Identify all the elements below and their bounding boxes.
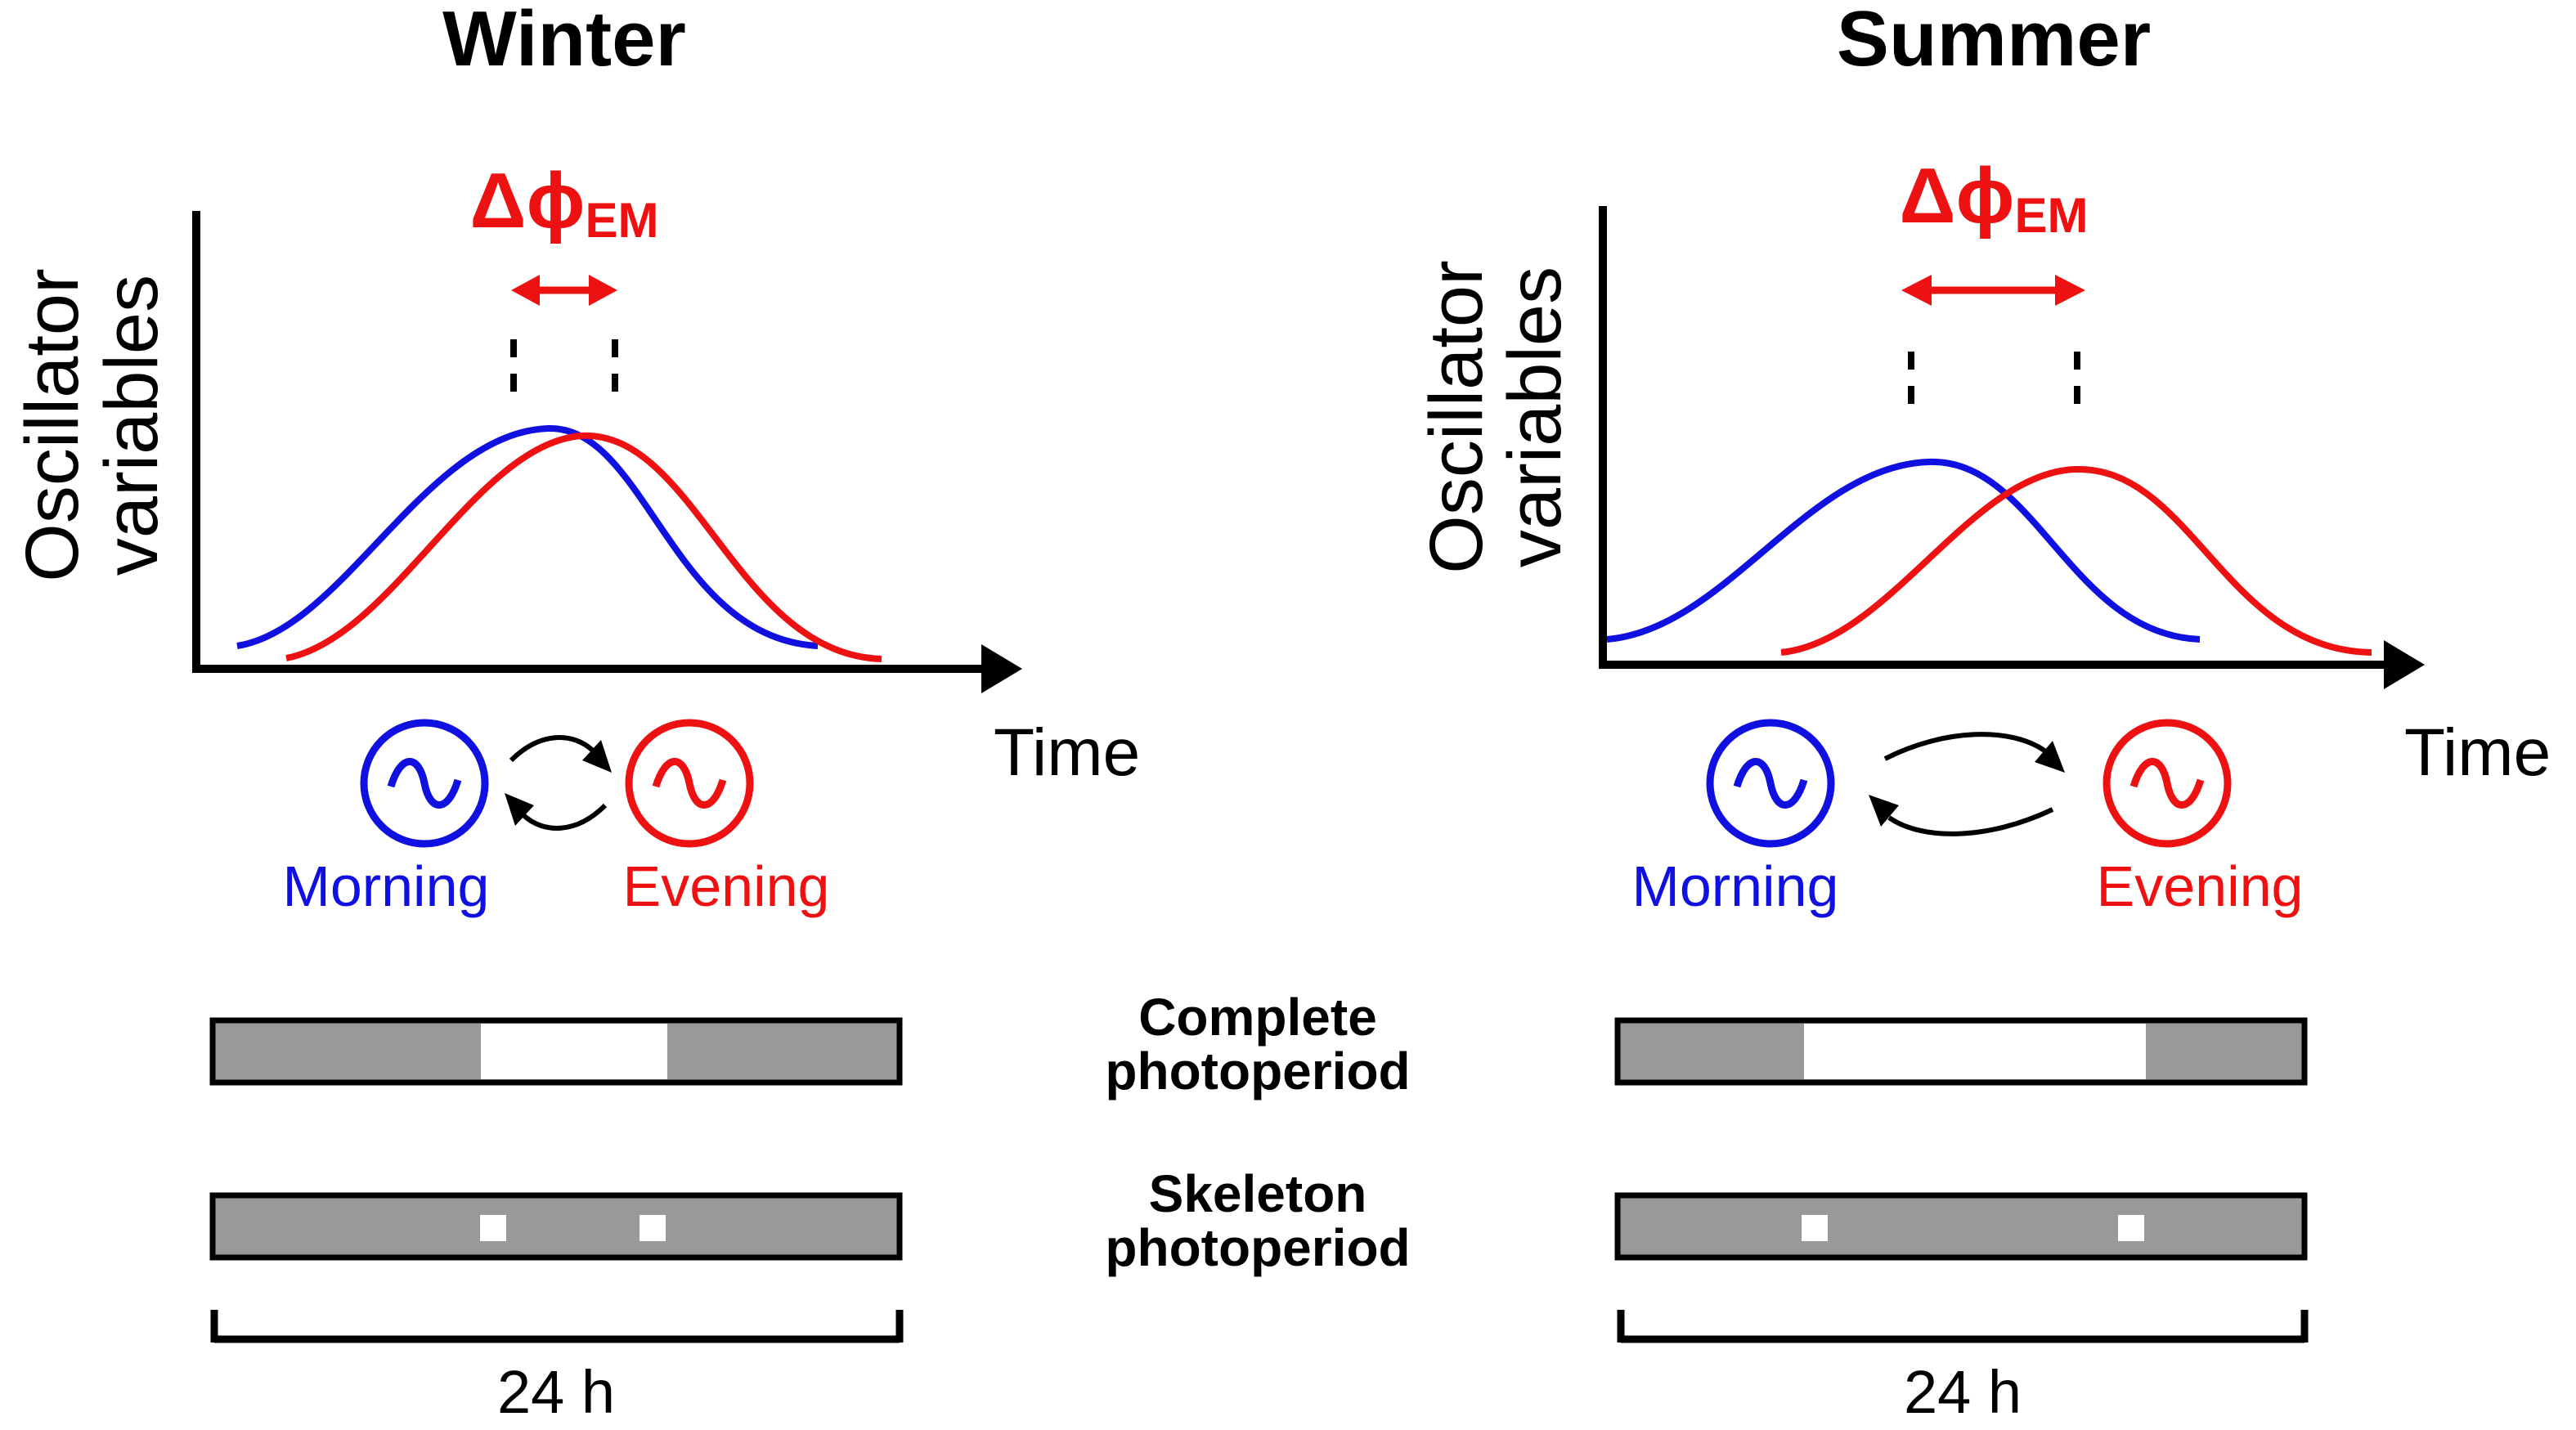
- complete-photoperiod-label-line1: Complete: [1138, 988, 1377, 1047]
- summer-light-period: [1804, 1024, 2146, 1079]
- skeleton-photoperiod-label-line2: photoperiod: [1105, 1218, 1410, 1277]
- winter-delta-subscript: EM: [585, 193, 658, 248]
- center-labels: Complete photoperiod Skeleton photoperio…: [1105, 988, 1410, 1277]
- summer-axes: [1599, 206, 2425, 689]
- summer-delta-symbol: Δϕ: [1900, 152, 2015, 240]
- summer-evening-label: Evening: [2097, 854, 2304, 918]
- summer-evening-oscillator-icon: [2103, 719, 2232, 848]
- summer-delta-subscript: EM: [2014, 188, 2088, 243]
- summer-skeleton-pulse-1: [1802, 1215, 1828, 1241]
- summer-x-axis-label: Time: [2404, 715, 2551, 790]
- winter-morning-label: Morning: [283, 854, 490, 918]
- summer-title: Summer: [1837, 0, 2151, 83]
- winter-delta-symbol: Δϕ: [470, 157, 586, 244]
- summer-delta-arrow: [1901, 275, 2085, 306]
- summer-y-axis-label-line1: Oscillator: [1415, 260, 1498, 573]
- winter-x-axis-label: Time: [994, 715, 1140, 790]
- winter-panel: Winter ΔϕEM Oscillator variables Time: [11, 0, 1140, 1426]
- morning-oscillator-icon: [360, 719, 489, 848]
- winter-y-axis-label-line2: variables: [90, 275, 173, 576]
- winter-y-axis-label-line1: Oscillator: [11, 268, 94, 581]
- evening-oscillator-icon: [625, 719, 754, 848]
- winter-delta-phi-label: ΔϕEM: [470, 157, 659, 248]
- summer-skeleton-pulse-2: [2118, 1215, 2144, 1241]
- winter-24h-scale-bar: [210, 1310, 904, 1343]
- summer-morning-oscillator-icon: [1706, 719, 1835, 848]
- winter-complete-photoperiod-bar: [209, 1017, 903, 1086]
- skeleton-photoperiod-label-line1: Skeleton: [1149, 1164, 1367, 1223]
- summer-y-axis-label-line2: variables: [1493, 267, 1577, 567]
- winter-morning-curve: [236, 424, 819, 649]
- summer-skeleton-photoperiod-bar: [1614, 1192, 2308, 1261]
- summer-delta-phi-label: ΔϕEM: [1900, 152, 2089, 243]
- winter-evening-label: Evening: [623, 854, 830, 918]
- winter-24h-label: 24 h: [497, 1358, 615, 1426]
- complete-photoperiod-label-line2: photoperiod: [1105, 1042, 1410, 1101]
- winter-skeleton-pulse-1: [480, 1215, 506, 1241]
- summer-coupling-arrows-icon: [1869, 732, 2065, 836]
- summer-morning-label: Morning: [1632, 854, 1839, 918]
- summer-24h-scale-bar: [1617, 1310, 2309, 1343]
- coupling-arrows-icon: [505, 735, 612, 831]
- winter-skeleton-pulse-2: [640, 1215, 666, 1241]
- winter-skeleton-photoperiod-bar: [209, 1192, 903, 1261]
- summer-complete-photoperiod-bar: [1614, 1017, 2308, 1086]
- summer-24h-label: 24 h: [1904, 1358, 2022, 1426]
- summer-panel: Summer ΔϕEM Oscillator variables Time: [1415, 0, 2551, 1426]
- winter-evening-curve: [285, 432, 882, 662]
- winter-delta-arrow: [511, 275, 617, 306]
- summer-morning-curve: [1606, 458, 2201, 643]
- winter-title: Winter: [442, 0, 686, 83]
- winter-light-period: [481, 1024, 667, 1079]
- summer-evening-curve: [1780, 465, 2372, 656]
- winter-axes: [192, 211, 1022, 693]
